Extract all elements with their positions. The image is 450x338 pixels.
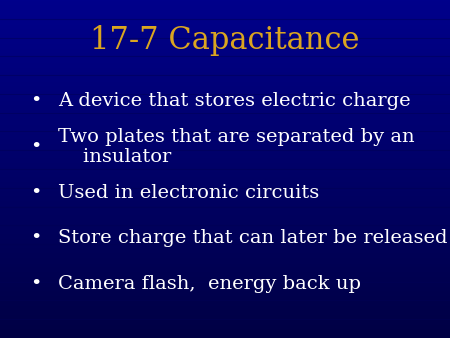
Text: A device that stores electric charge: A device that stores electric charge <box>58 92 411 111</box>
Text: •: • <box>30 275 42 293</box>
Text: Two plates that are separated by an
    insulator: Two plates that are separated by an insu… <box>58 128 415 166</box>
Text: Store charge that can later be released: Store charge that can later be released <box>58 229 448 247</box>
Text: •: • <box>30 92 42 111</box>
Text: •: • <box>30 229 42 247</box>
Text: Camera flash,  energy back up: Camera flash, energy back up <box>58 275 361 293</box>
Text: Used in electronic circuits: Used in electronic circuits <box>58 184 320 202</box>
Text: •: • <box>30 138 42 156</box>
Text: 17-7 Capacitance: 17-7 Capacitance <box>90 25 360 56</box>
Text: •: • <box>30 184 42 202</box>
